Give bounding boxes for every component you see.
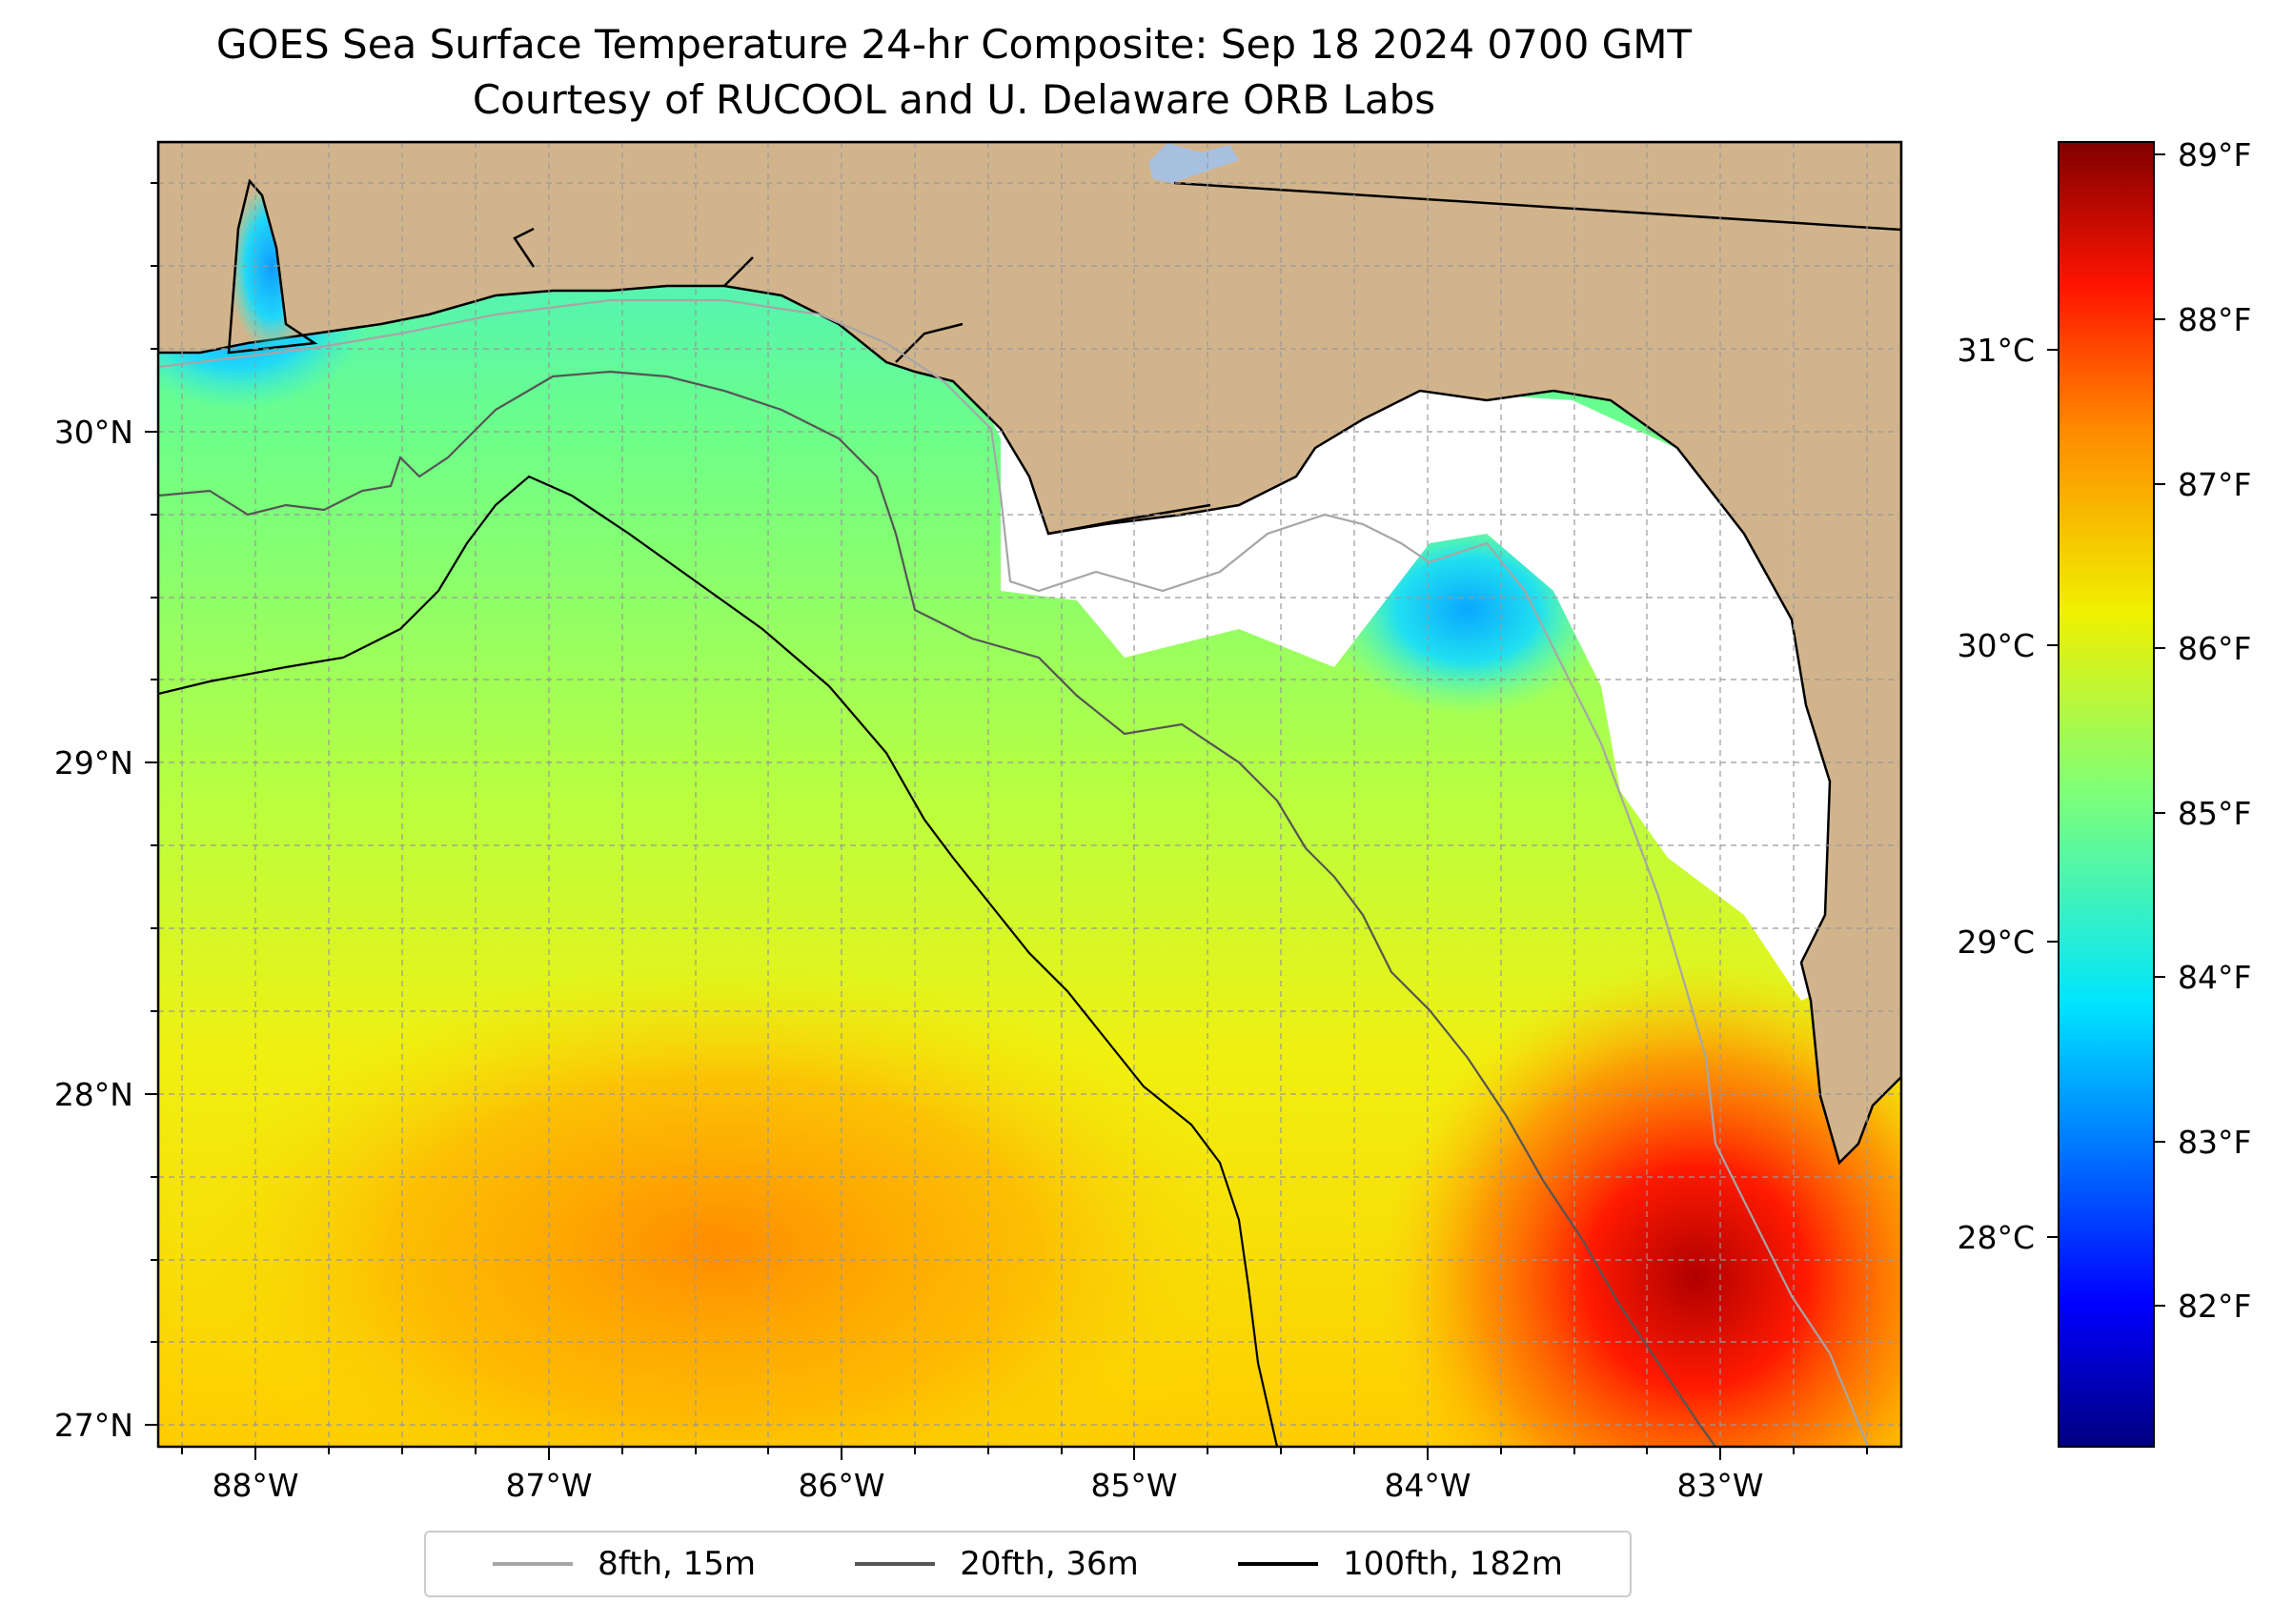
warm-water-southeast [1382,963,1901,1447]
colorbar-f-label: 85°F [2178,795,2251,832]
isobath-100fth-182m [158,475,1279,1447]
colorbar-f-label: 89°F [2178,136,2251,173]
legend-label: 100fth, 182m [1343,1545,1563,1583]
map-title: GOES Sea Surface Temperature 24-hr Compo… [215,21,1693,68]
warm-water-southwest [181,963,1248,1447]
x-tick-label: 87°W [505,1467,592,1504]
legend-line-20fth [855,1562,936,1566]
colorbar-ticks [2047,153,2165,1307]
colorbar-f-label: 83°F [2178,1124,2251,1161]
colorbar-f-label: 82°F [2178,1288,2251,1325]
land-area [158,142,1901,1166]
mobile-bay [227,178,318,355]
y-tick-label: 28°N [54,1076,133,1113]
colorbar [2058,141,2155,1448]
legend-label: 20fth, 36m [960,1545,1139,1583]
colorbar-c-label: 29°C [1957,924,2035,961]
y-tick-label: 27°N [54,1407,133,1444]
axis-ticks [145,182,1868,1460]
colorbar-f-label: 88°F [2178,301,2251,338]
x-tick-label: 85°W [1090,1467,1177,1504]
map-subtitle: Courtesy of RUCOOL and U. Delaware ORB L… [472,76,1436,123]
isobath-8fth-15m [158,298,1870,1447]
x-tick-label: 84°W [1384,1467,1471,1504]
graticule [158,142,1901,1447]
y-tick-label: 29°N [54,744,133,782]
colorbar-c-label: 30°C [1957,627,2035,664]
state-boundary [1173,181,1901,232]
x-tick-label: 83°W [1676,1467,1763,1504]
x-tick-label: 86°W [798,1467,884,1504]
map-frame [156,140,1903,1449]
colorbar-f-label: 84°F [2178,959,2251,996]
isobath-legend: 8fth, 15m 20fth, 36m 100fth, 182m [424,1531,1632,1597]
legend-label: 8fth, 15m [598,1545,757,1583]
colorbar-c-label: 28°C [1957,1219,2035,1256]
legend-item-100fth: 100fth, 182m [1238,1545,1563,1583]
colorbar-f-label: 86°F [2178,630,2251,667]
legend-item-20fth: 20fth, 36m [855,1545,1139,1583]
legend-line-8fth [493,1562,574,1566]
map-panel [158,142,1901,1447]
legend-item-8fth: 8fth, 15m [493,1545,756,1583]
colorbar-c-label: 31°C [1957,332,2035,369]
colorbar-f-label: 87°F [2178,466,2251,503]
isobath-20fth-36m [158,370,1716,1447]
legend-line-100fth [1238,1562,1319,1566]
x-tick-label: 88°W [212,1467,298,1504]
lake-seminole [1148,143,1239,183]
coastline-detail [513,227,1211,536]
y-tick-label: 30°N [54,414,133,451]
